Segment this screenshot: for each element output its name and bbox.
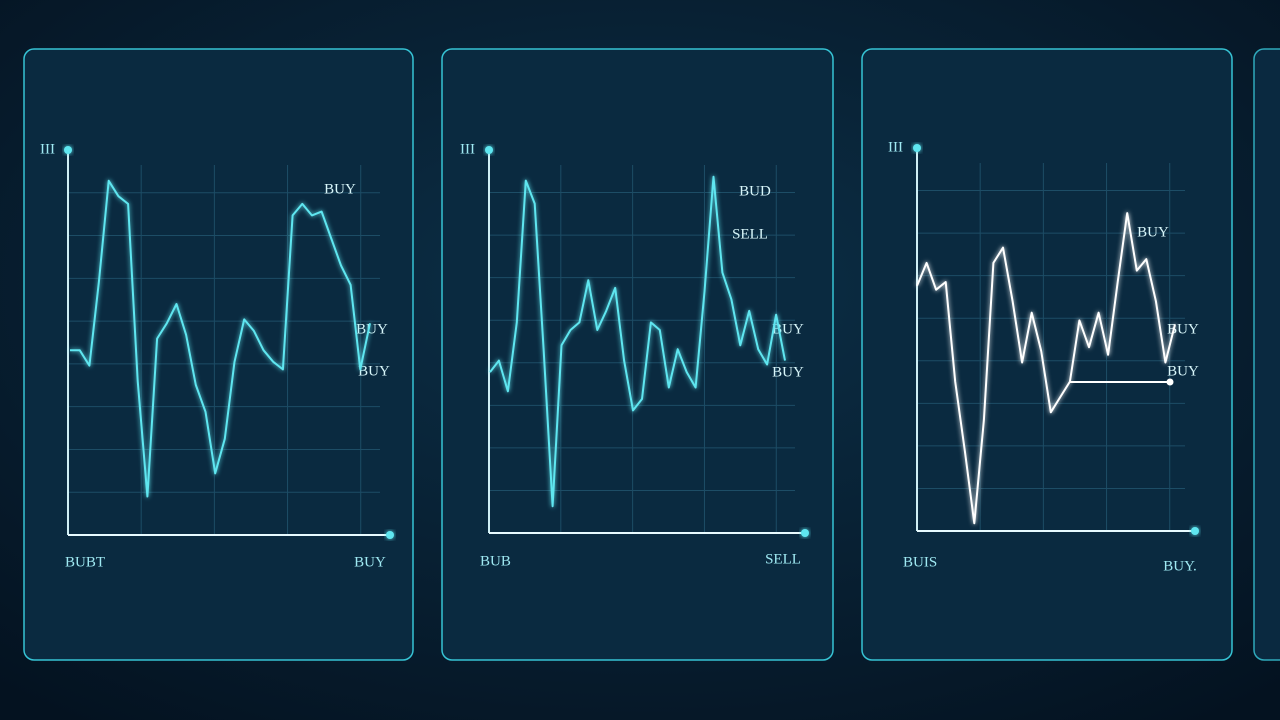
x-label-right: BUY [354, 554, 386, 570]
axis-dot [64, 146, 72, 154]
annotation: BUY [1137, 224, 1169, 240]
axis-dot [386, 531, 394, 539]
axis-dot [1191, 527, 1199, 535]
data-line [489, 175, 786, 508]
x-label-left: BUIS [903, 554, 937, 570]
axis-dot [485, 146, 493, 154]
annotation: BUY [324, 181, 356, 197]
annotation: BUY [358, 363, 390, 379]
panel [23, 48, 414, 661]
x-label-right: SELL [765, 551, 801, 567]
annotation: BUY [772, 364, 804, 380]
annotation: BUY [356, 321, 388, 337]
x-label-right: BUY. [1163, 558, 1197, 574]
panel [441, 48, 834, 661]
data-line [916, 212, 1176, 525]
panel-partial [1253, 48, 1280, 661]
annotation: SELL [732, 226, 768, 242]
annotation: BUY [1167, 363, 1199, 379]
annotation: BUD [739, 183, 771, 199]
y-axis-label: III [460, 141, 475, 157]
axis-dot [913, 144, 921, 152]
panel [861, 48, 1233, 661]
chart-panel: III BUBT BUY BUY BUY BUY [23, 48, 414, 661]
y-axis-label: III [40, 141, 55, 157]
x-label-left: BUB [480, 553, 511, 569]
data-line [70, 179, 371, 498]
y-axis-label: III [888, 139, 903, 155]
axis-dot [801, 529, 809, 537]
x-label-left: BUBT [65, 554, 105, 570]
marker-dot [1166, 378, 1174, 386]
